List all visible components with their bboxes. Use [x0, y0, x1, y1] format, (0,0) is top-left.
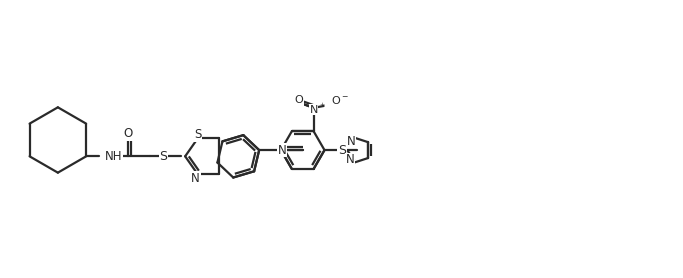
Text: N: N — [277, 144, 286, 157]
Text: O: O — [294, 95, 303, 105]
Text: O$^-$: O$^-$ — [331, 94, 348, 106]
Text: N: N — [346, 153, 354, 167]
Text: $^+$: $^+$ — [318, 101, 326, 110]
Text: S: S — [338, 144, 346, 157]
Text: O: O — [123, 127, 133, 140]
Text: N: N — [347, 135, 355, 148]
Text: N: N — [309, 105, 318, 115]
Text: N: N — [191, 172, 200, 185]
Text: S: S — [194, 128, 201, 141]
Text: S: S — [159, 150, 167, 163]
Text: NH: NH — [105, 150, 122, 163]
